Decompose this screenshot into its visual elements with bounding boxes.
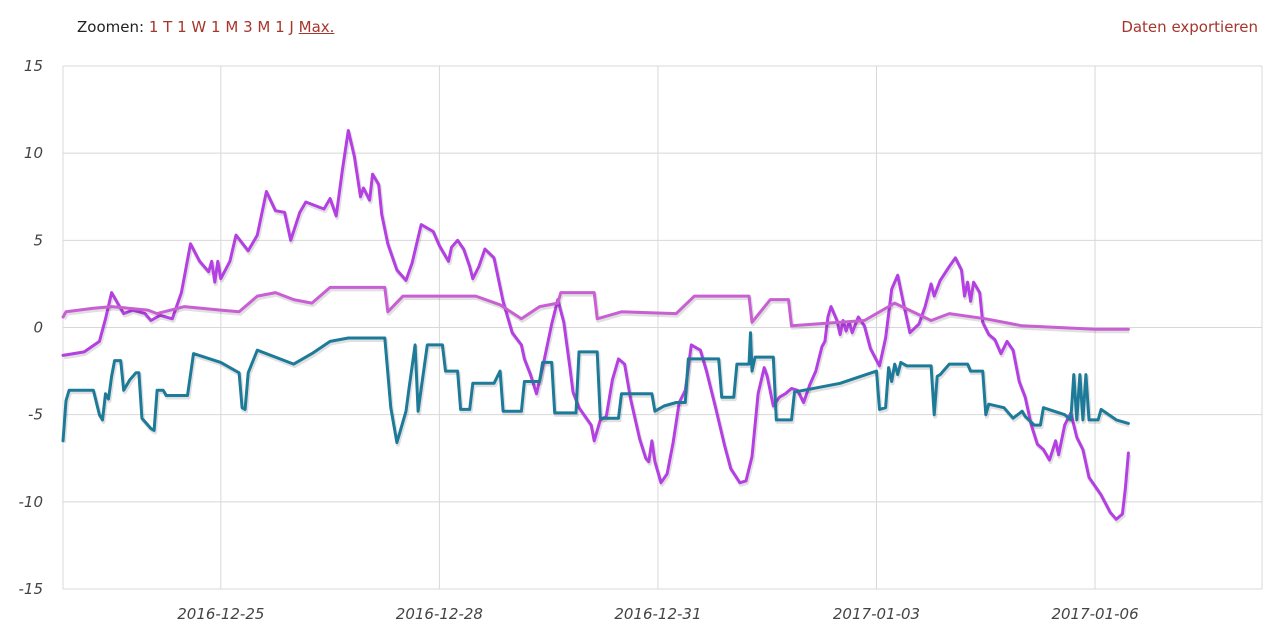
- series-shadow-1: [63, 130, 1132, 524]
- x-axis-labels: 2016-12-25 2016-12-28 2016-12-31 2017-01-03…: [177, 605, 1138, 623]
- x-tick-label: 2016-12-25: [177, 605, 264, 623]
- x-tick-label: 2017-01-03: [833, 605, 920, 623]
- zoom-option-1-month[interactable]: 1 M: [211, 18, 239, 36]
- series-lines: [61, 129, 1132, 524]
- x-tick-label: 2016-12-31: [614, 605, 701, 623]
- y-tick-label: 10: [24, 144, 43, 162]
- zoom-option-1-week[interactable]: 1 W: [177, 18, 207, 36]
- x-tick-label: 2016-12-28: [396, 605, 483, 623]
- zoom-label: Zoomen:: [77, 18, 145, 36]
- zoom-option-1-year[interactable]: 1 J: [275, 18, 294, 36]
- y-tick-label: 0: [33, 319, 43, 337]
- y-tick-label: -5: [28, 406, 43, 424]
- export-data-link[interactable]: Daten exportieren: [1121, 18, 1258, 36]
- series-line-2: [61, 331, 1130, 445]
- y-tick-label: 5: [33, 231, 43, 249]
- y-axis-labels: 15 10 5 0 -5 -10 -15: [19, 57, 44, 598]
- zoom-option-3-months[interactable]: 3 M: [243, 18, 271, 36]
- chart-toolbar: Zoomen: 1 T 1 W 1 M 3 M 1 J Max. Daten e…: [0, 0, 1280, 56]
- series-line-3: [61, 285, 1130, 331]
- zoom-option-max[interactable]: Max.: [298, 18, 335, 36]
- x-tick-label: 2017-01-06: [1051, 605, 1138, 623]
- zoom-selector: Zoomen: 1 T 1 W 1 M 3 M 1 J Max.: [77, 18, 334, 36]
- y-tick-label: -10: [19, 493, 44, 511]
- zoom-option-1-day[interactable]: 1 T: [148, 18, 173, 36]
- y-tick-label: -15: [19, 580, 44, 598]
- y-tick-label: 15: [24, 57, 43, 75]
- series-line-1: [61, 129, 1130, 521]
